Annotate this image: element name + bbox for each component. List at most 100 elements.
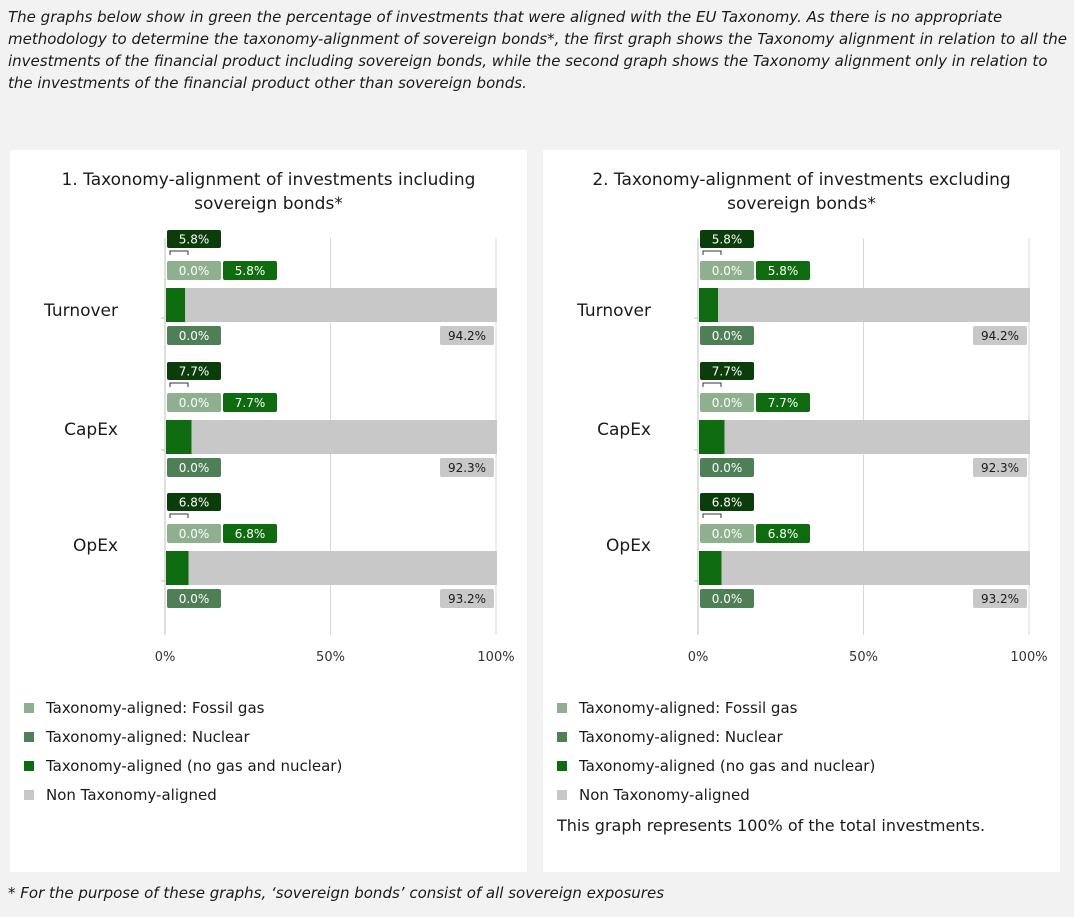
total-bracket [169, 513, 189, 518]
no-gas-nuclear-label: 7.7% [235, 396, 266, 410]
non-aligned-label: 94.2% [448, 329, 486, 343]
legend-item-fossil-gas: Taxonomy-aligned: Fossil gas [24, 693, 494, 722]
legend-label: Taxonomy-aligned: Nuclear [46, 727, 250, 746]
legend-item-no-gas-nuclear: Taxonomy-aligned (no gas and nuclear) [24, 751, 494, 780]
total-aligned-label: 7.7% [179, 365, 210, 379]
legend-swatch [24, 760, 34, 771]
bar-segment-aligned [166, 288, 186, 322]
no-gas-nuclear-label-box [223, 524, 277, 543]
fossil-gas-label-box [167, 524, 221, 543]
fossil-gas-label: 0.0% [712, 396, 743, 410]
legend-item-non-aligned: Non Taxonomy-aligned [24, 780, 494, 809]
legend-label: Taxonomy-aligned: Fossil gas [579, 698, 798, 717]
nuclear-label: 0.0% [712, 461, 743, 475]
non-aligned-label: 94.2% [981, 329, 1019, 343]
total-aligned-label: 7.7% [712, 365, 743, 379]
footnote: * For the purpose of these graphs, ‘sove… [8, 884, 665, 902]
nuclear-label: 0.0% [179, 461, 210, 475]
legend-label: Taxonomy-aligned: Nuclear [579, 727, 783, 746]
fossil-gas-label: 0.0% [179, 264, 210, 278]
total-aligned-label-box [700, 230, 754, 248]
bar-segment-non-aligned [188, 551, 497, 585]
legend-swatch [24, 702, 34, 713]
legend-item-nuclear: Taxonomy-aligned: Nuclear [557, 722, 1027, 751]
category-label: Turnover [576, 301, 651, 321]
x-tick-label: 50% [316, 650, 345, 665]
non-aligned-label-box [973, 589, 1027, 608]
nuclear-label-box [700, 458, 754, 477]
legend-swatch [24, 789, 34, 800]
x-tick-label: 100% [477, 650, 514, 665]
legend: Taxonomy-aligned: Fossil gas Taxonomy-al… [557, 693, 1027, 809]
legend-swatch [557, 702, 567, 713]
nuclear-label: 0.0% [179, 329, 210, 343]
no-gas-nuclear-label-box [756, 261, 810, 280]
chart-title-line: sovereign bonds* [727, 194, 876, 214]
total-aligned-label-box [700, 362, 754, 380]
non-aligned-label-box [973, 458, 1027, 477]
bar-segment-non-aligned [185, 288, 497, 322]
nuclear-label-box [167, 589, 221, 608]
x-tick-label: 0% [155, 650, 176, 665]
legend: Taxonomy-aligned: Fossil gas Taxonomy-al… [24, 693, 494, 809]
fossil-gas-label: 0.0% [179, 396, 210, 410]
total-aligned-label-box [167, 362, 221, 380]
total-bracket [702, 382, 722, 387]
legend-item-no-gas-nuclear: Taxonomy-aligned (no gas and nuclear) [557, 751, 1027, 780]
total-aligned-label: 6.8% [712, 496, 743, 510]
total-aligned-label-box [700, 493, 754, 511]
category-label: CapEx [64, 420, 118, 440]
total-bracket [702, 513, 722, 518]
non-aligned-label: 93.2% [981, 592, 1019, 606]
no-gas-nuclear-label: 6.8% [235, 527, 266, 541]
bar-segment-non-aligned [721, 551, 1030, 585]
legend-swatch [557, 789, 567, 800]
no-gas-nuclear-label: 6.8% [768, 527, 799, 541]
category-label: Turnover [43, 301, 118, 321]
bar-segment-non-aligned [191, 420, 497, 454]
fossil-gas-label-box [700, 393, 754, 412]
nuclear-label-box [167, 326, 221, 345]
no-gas-nuclear-label: 5.8% [768, 264, 799, 278]
x-tick-label: 50% [849, 650, 878, 665]
total-aligned-label: 5.8% [179, 233, 210, 247]
fossil-gas-label: 0.0% [712, 527, 743, 541]
nuclear-label-box [700, 326, 754, 345]
legend-swatch [557, 760, 567, 771]
chart-panel-including-sovereign: 1. Taxonomy-alignment of investments inc… [10, 150, 527, 872]
chart-title-line: 1. Taxonomy-alignment of investments inc… [61, 170, 476, 190]
nuclear-label: 0.0% [712, 592, 743, 606]
x-tick-label: 100% [1010, 650, 1047, 665]
bar-chart-including-sovereign: 0% 50% 100% Turnover 5.8% 0.0% 5.8% 0.0% 94.2% Ca… [43, 230, 515, 665]
bar-segment-aligned [699, 420, 725, 454]
total-bracket [169, 250, 189, 255]
category-label: OpEx [606, 536, 651, 556]
no-gas-nuclear-label: 7.7% [768, 396, 799, 410]
bar-segment-non-aligned [724, 420, 1030, 454]
total-aligned-label: 6.8% [179, 496, 210, 510]
nuclear-label-box [700, 589, 754, 608]
intro-text: The graphs below show in green the perce… [8, 8, 1068, 92]
no-gas-nuclear-label: 5.8% [235, 264, 266, 278]
legend-label: Taxonomy-aligned (no gas and nuclear) [579, 756, 876, 775]
category-label: OpEx [73, 536, 118, 556]
nuclear-label-box [167, 458, 221, 477]
legend-swatch [24, 731, 34, 742]
legend-swatch [557, 731, 567, 742]
chart-title: 1. Taxonomy-alignment of investments inc… [10, 168, 527, 216]
non-aligned-label-box [440, 589, 494, 608]
bar-segment-non-aligned [718, 288, 1030, 322]
fossil-gas-label-box [167, 261, 221, 280]
non-aligned-label-box [440, 326, 494, 345]
nuclear-label: 0.0% [712, 329, 743, 343]
total-aligned-label-box [167, 493, 221, 511]
total-bracket [702, 250, 722, 255]
fossil-gas-label-box [700, 261, 754, 280]
non-aligned-label-box [973, 326, 1027, 345]
non-aligned-label: 92.3% [981, 461, 1019, 475]
legend-item-fossil-gas: Taxonomy-aligned: Fossil gas [557, 693, 1027, 722]
bar-segment-aligned [166, 551, 189, 585]
chart-title-line: sovereign bonds* [194, 194, 343, 214]
non-aligned-label-box [440, 458, 494, 477]
fossil-gas-label: 0.0% [179, 527, 210, 541]
